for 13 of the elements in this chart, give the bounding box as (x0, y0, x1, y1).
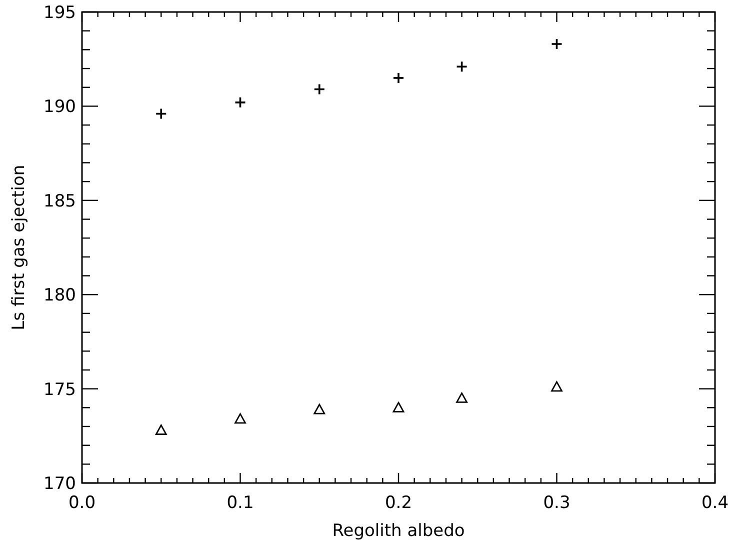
y-tick-label: 170 (44, 474, 76, 494)
x-axis-title: Regolith albedo (332, 521, 465, 541)
x-tick-label: 0.4 (701, 493, 729, 513)
y-tick-label: 175 (44, 380, 76, 400)
y-axis-title: Ls first gas ejection (9, 164, 29, 330)
x-tick-label: 0.3 (543, 493, 570, 513)
y-tick-label: 180 (44, 286, 76, 306)
x-tick-label: 0.2 (384, 493, 412, 513)
y-tick-label: 195 (44, 3, 76, 23)
y-tick-label: 190 (44, 97, 76, 118)
y-tick-label: 185 (44, 191, 76, 212)
x-tick-label: 0.1 (226, 493, 254, 513)
x-tick-label: 0.0 (68, 493, 96, 513)
